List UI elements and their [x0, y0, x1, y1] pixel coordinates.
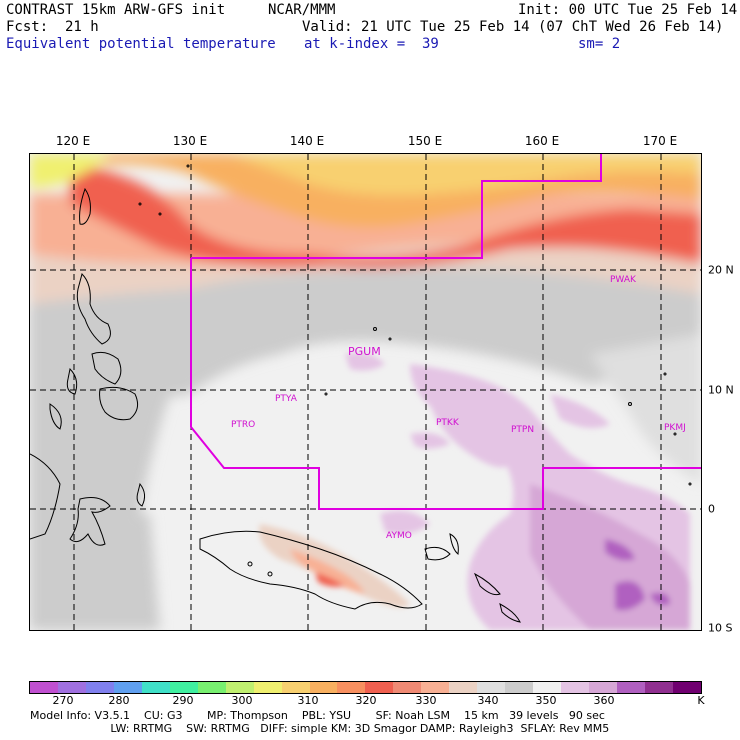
color-bar-swatch: [225, 682, 254, 693]
lon-label-140e: 140 E: [289, 134, 325, 148]
cbar-label-280: 280: [108, 694, 130, 707]
cbar-label-360: 360: [593, 694, 615, 707]
model-info-line1: Model Info: V3.5.1 CU: G3 MP: Thompson P…: [30, 709, 605, 722]
cbar-label-350: 350: [535, 694, 557, 707]
purple-field: [345, 352, 690, 630]
color-bar-swatch: [672, 682, 701, 693]
station-ptya: PTYA: [275, 394, 298, 404]
station-ptro: PTRO: [231, 420, 255, 430]
color-bar: [29, 681, 702, 694]
color-bar-swatch: [309, 682, 338, 693]
lat-label-10s: 10 S: [708, 621, 733, 635]
field-shading: [30, 154, 701, 630]
organization: NCAR/MMM: [268, 2, 336, 18]
color-bar-swatch: [644, 682, 673, 693]
color-bar-swatch: [281, 682, 310, 693]
lat-label-20n: 20 N: [708, 263, 734, 277]
station-pkmj: PKMJ: [664, 423, 686, 433]
cbar-label-270: 270: [52, 694, 74, 707]
station-ptkk: PTKK: [436, 418, 460, 428]
color-bar-swatch: [57, 682, 86, 693]
color-bar-swatch: [393, 682, 422, 693]
station-aymo: AYMO: [386, 531, 412, 541]
color-bar-swatch: [505, 682, 534, 693]
cbar-label-300: 300: [231, 694, 253, 707]
cbar-label-330: 330: [415, 694, 437, 707]
new-guinea-highlands: [259, 524, 410, 608]
color-bar-swatch: [113, 682, 142, 693]
model-title: CONTRAST 15km ARW-GFS init: [6, 2, 226, 18]
station-pwak: PWAK: [610, 275, 637, 285]
model-info-line2: LW: RRTMG SW: RRTMG DIFF: simple KM: 3D …: [30, 722, 610, 735]
smoothing-info: sm= 2: [578, 36, 621, 52]
color-bar-swatch: [197, 682, 226, 693]
color-bar-swatch: [30, 682, 58, 693]
color-bar-swatch: [337, 682, 366, 693]
theta-e-map: PWAK PGUM PTYA PTRO PTKK PTPN PKMJ AYMO: [30, 154, 701, 630]
field-name: Equivalent potential temperature: [6, 36, 276, 52]
level-info: at k-index = 39: [304, 36, 439, 52]
lon-label-130e: 130 E: [172, 134, 208, 148]
lon-label-170e: 170 E: [642, 134, 678, 148]
coastlines: [30, 164, 692, 623]
cbar-label-290: 290: [172, 694, 194, 707]
cbar-label-unit: K: [697, 694, 705, 707]
forecast-hour: Fcst: 21 h: [6, 19, 99, 35]
lat-label-10n: 10 N: [708, 383, 734, 397]
cbar-label-310: 310: [297, 694, 319, 707]
map-panel: PWAK PGUM PTYA PTRO PTKK PTPN PKMJ AYMO: [29, 153, 702, 631]
station-labels: PWAK PGUM PTYA PTRO PTKK PTPN PKMJ AYMO: [231, 275, 686, 541]
color-bar-swatch: [449, 682, 478, 693]
lon-label-150e: 150 E: [407, 134, 443, 148]
color-bar-swatch: [365, 682, 394, 693]
station-pgum: PGUM: [348, 345, 381, 358]
color-bar-swatch: [561, 682, 590, 693]
init-time: Init: 00 UTC Tue 25 Feb 14: [518, 2, 738, 18]
color-bar-swatch: [253, 682, 282, 693]
color-bar-swatch: [477, 682, 506, 693]
cbar-label-320: 320: [355, 694, 377, 707]
color-bar-swatch: [169, 682, 198, 693]
lon-label-120e: 120 E: [55, 134, 91, 148]
color-bar-swatch: [533, 682, 562, 693]
boundary-line: [190, 154, 701, 510]
color-bar-swatch: [141, 682, 170, 693]
station-ptpn: PTPN: [511, 425, 534, 435]
cbar-label-340: 340: [477, 694, 499, 707]
color-bar-swatch: [85, 682, 114, 693]
color-bar-swatch: [589, 682, 618, 693]
color-bar-swatch: [421, 682, 450, 693]
lon-label-160e: 160 E: [524, 134, 560, 148]
color-bar-swatch: [617, 682, 645, 693]
lat-label-0: 0: [708, 502, 715, 516]
valid-time: Valid: 21 UTC Tue 25 Feb 14 (07 ChT Wed …: [302, 19, 724, 35]
